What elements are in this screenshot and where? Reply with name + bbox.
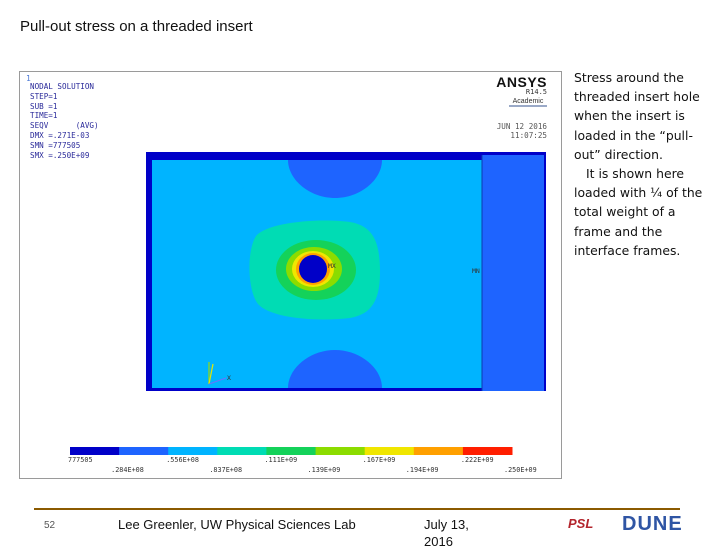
side-block: [482, 155, 544, 391]
solution-info-line: SEQV (AVG): [30, 121, 99, 131]
legend-value-label: .556E+08: [166, 456, 199, 464]
footer-date: July 13, 2016: [424, 517, 469, 549]
legend-swatch: [119, 447, 169, 455]
max-node-label: MX: [328, 262, 336, 270]
ansys-logo: ANSYS R14.5 Academic: [496, 74, 547, 107]
legend-value-label: .222E+09: [460, 456, 494, 464]
legend-value-label: 777505: [68, 456, 93, 464]
legend-value-label: .837E+08: [209, 466, 243, 474]
ansys-result-plot: 1 NODAL SOLUTION STEP=1 SUB =1 TIME=1 SE…: [19, 71, 562, 479]
plot-date: JUN 12 2016: [496, 122, 547, 131]
footer-author: Lee Greenler, UW Physical Sciences Lab: [118, 517, 356, 532]
solution-info-line: NODAL SOLUTION: [30, 82, 95, 91]
psl-logo: PSL: [568, 516, 594, 531]
legend-swatch: [217, 447, 267, 455]
plot-time: 11:07:25: [510, 131, 547, 141]
page-number: 52: [44, 520, 56, 531]
footer-divider: [34, 508, 680, 510]
legend-labels: 777505 .556E+08 .111E+09 .167E+09 .222E+09 .2…: [20, 72, 561, 478]
ansys-version: R14.5: [525, 88, 547, 96]
legend-swatch: [315, 447, 366, 455]
legend-swatch: [364, 447, 415, 455]
top-notch-region: [288, 160, 382, 198]
ansys-edition: Academic: [509, 98, 547, 107]
legend-swatch: [168, 447, 218, 455]
dune-logo: DUNE: [622, 513, 683, 535]
solution-info-line: SMX =.250E+09: [30, 150, 90, 160]
solution-info-line: TIME=1: [30, 111, 58, 121]
legend-swatch: [266, 447, 316, 455]
min-node-label: MN: [472, 267, 480, 275]
solution-info: NODAL SOLUTION STEP=1 SUB =1 TIME=1 SEQV…: [30, 82, 99, 160]
legend-swatch: [70, 447, 120, 455]
slide-title: Pull-out stress on a threaded insert: [20, 18, 253, 35]
legend-value-label: .194E+09: [405, 466, 439, 474]
legend-swatch: [413, 447, 464, 455]
legend-value-label: .111E+09: [264, 456, 298, 464]
plot-datetime: JUN 12 2016 11:07:25: [497, 122, 547, 141]
solution-info-line: STEP=1: [30, 91, 58, 101]
legend-value-label: .250E+09: [504, 466, 537, 474]
axis-triad: [208, 362, 227, 385]
solution-info-line: SUB =1: [30, 101, 58, 111]
legend-value-label: .284E+08: [111, 466, 144, 474]
caption-paragraph: Stress around the threaded insert hole w…: [574, 70, 700, 162]
legend-color-bar: [70, 447, 513, 455]
insert-hole: [299, 255, 327, 283]
legend-value-label: .167E+09: [362, 456, 396, 464]
panel-index: 1: [26, 74, 31, 83]
left-upper-region: [152, 160, 260, 210]
solution-info-line: SMN =777505: [30, 140, 81, 150]
bottom-notch-region: [288, 350, 382, 388]
solution-info-line: DMX =.271E-03: [30, 130, 90, 140]
stress-contour-plot: [70, 152, 546, 455]
axis-x-label: X: [227, 374, 231, 382]
caption-paragraph: It is shown here loaded with ¼ of the to…: [574, 166, 703, 258]
legend-value-label: .139E+09: [307, 466, 341, 474]
ansys-brand-name: ANSYS: [496, 74, 547, 90]
legend-swatch: [462, 447, 513, 455]
slide-caption: Stress around the threaded insert hole w…: [574, 68, 714, 260]
